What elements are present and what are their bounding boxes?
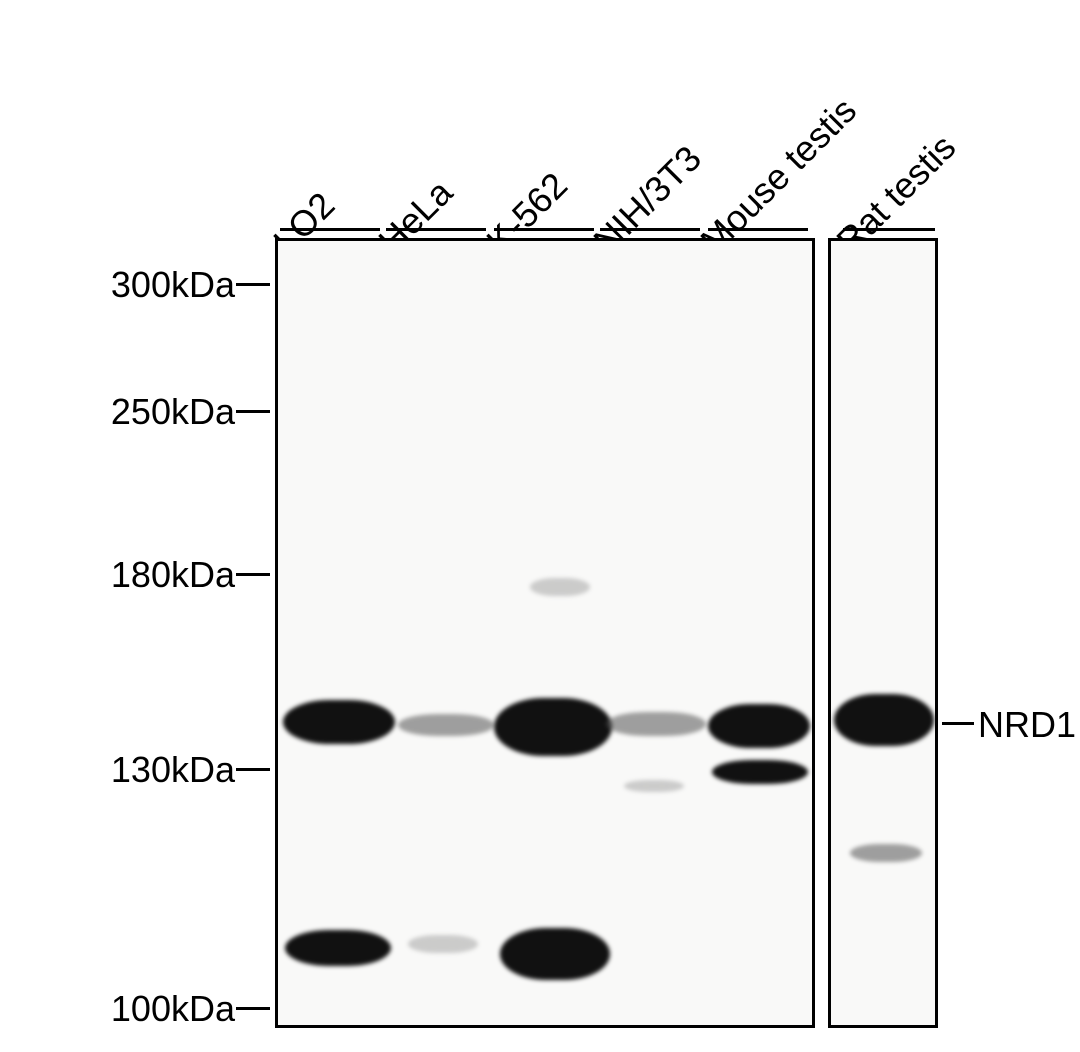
band xyxy=(283,700,395,744)
western-blot-figure: LO2 HeLa K-562 NIH/3T3 Mouse testis Rat … xyxy=(0,0,1080,1052)
band xyxy=(500,928,610,980)
band xyxy=(834,694,934,746)
mw-label-180: 180kDa xyxy=(111,554,235,596)
mw-label-100: 100kDa xyxy=(111,988,235,1030)
mw-tick xyxy=(236,1007,270,1010)
band xyxy=(408,935,478,953)
mw-tick xyxy=(236,573,270,576)
band xyxy=(530,578,590,596)
lane-tick xyxy=(600,228,700,231)
lane-tick xyxy=(708,228,808,231)
lane-tick xyxy=(386,228,486,231)
band xyxy=(398,714,494,736)
band xyxy=(606,712,706,736)
blot-panel-main xyxy=(275,238,815,1028)
band xyxy=(494,698,612,756)
mw-tick xyxy=(236,410,270,413)
mw-label-250: 250kDa xyxy=(111,391,235,433)
mw-label-130: 130kDa xyxy=(111,749,235,791)
band xyxy=(708,704,810,748)
band xyxy=(850,844,922,862)
lane-tick xyxy=(280,228,380,231)
protein-label: NRD1 xyxy=(978,704,1076,746)
mw-label-300: 300kDa xyxy=(111,264,235,306)
protein-tick xyxy=(942,722,974,725)
band xyxy=(712,760,808,784)
lane-tick xyxy=(494,228,594,231)
blot-panel-rat xyxy=(828,238,938,1028)
band xyxy=(285,930,391,966)
mw-tick xyxy=(236,283,270,286)
band xyxy=(624,780,684,792)
lane-tick xyxy=(843,228,935,231)
mw-tick xyxy=(236,768,270,771)
